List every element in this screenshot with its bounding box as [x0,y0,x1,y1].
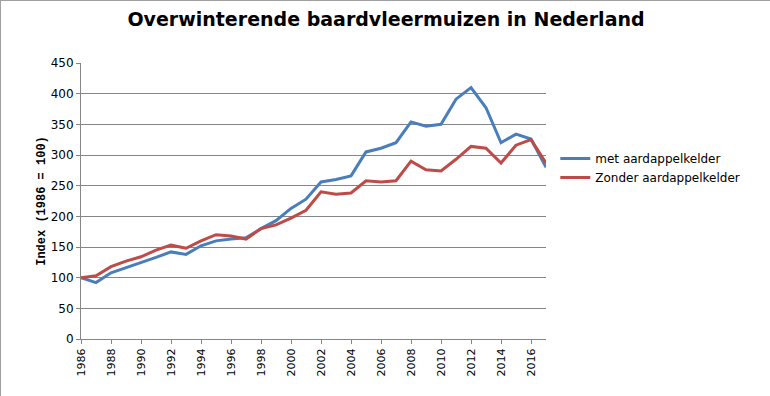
svg-text:150: 150 [51,240,74,254]
svg-text:1994: 1994 [195,348,208,376]
svg-text:2002: 2002 [315,348,328,376]
svg-text:Zonder aardappelkelder: Zonder aardappelkelder [595,171,740,185]
svg-text:2014: 2014 [495,348,508,376]
svg-text:50: 50 [58,302,73,316]
svg-text:Overwinterende baardvleermuize: Overwinterende baardvleermuizen in Neder… [127,8,644,30]
svg-text:400: 400 [51,87,74,101]
svg-text:0: 0 [66,332,74,346]
svg-text:2012: 2012 [465,348,478,376]
svg-text:1996: 1996 [225,348,238,376]
svg-text:1988: 1988 [105,348,118,376]
svg-text:1992: 1992 [165,348,178,376]
svg-text:450: 450 [51,56,74,70]
svg-text:250: 250 [51,179,74,193]
svg-text:2016: 2016 [525,348,538,376]
svg-text:2008: 2008 [405,348,418,376]
svg-text:1986: 1986 [75,348,88,376]
svg-text:2010: 2010 [435,348,448,376]
svg-text:300: 300 [51,148,74,162]
svg-text:2006: 2006 [375,348,388,376]
svg-text:met aardappelkelder: met aardappelkelder [595,152,720,166]
svg-text:2004: 2004 [345,348,358,376]
svg-text:350: 350 [51,118,74,132]
svg-text:1990: 1990 [135,348,148,376]
svg-text:Index (1986 = 100): Index (1986 = 100) [35,136,49,266]
svg-text:200: 200 [51,210,74,224]
svg-text:2000: 2000 [285,348,298,376]
svg-text:1998: 1998 [255,348,268,376]
svg-text:100: 100 [51,271,74,285]
